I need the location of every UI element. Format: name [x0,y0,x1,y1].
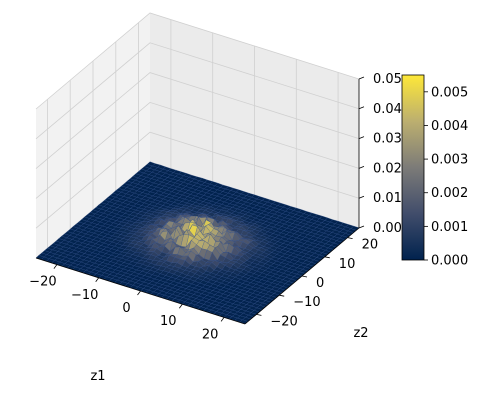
x-tick-label: −10 [71,288,98,303]
x-tick [178,303,183,309]
colorbar: 0.000 0.001 0.002 0.003 0.004 0.005 [401,74,468,269]
x-tick [220,317,225,322]
z-tick-label: 0.04 [373,102,402,117]
y-tick [279,294,285,297]
gridline-z [35,72,360,169]
z-tick [358,225,365,229]
y-tick [347,237,353,239]
y-tick-label: −10 [293,295,320,310]
x-tick-label: 0 [122,301,130,316]
z-tick-label: 0.02 [373,161,402,176]
colorbar-tick-label: 0.001 [431,220,468,235]
y-tick-label: 0 [316,276,324,291]
z-tick-label: 0.00 [373,221,402,236]
colorbar-tick-label: 0.005 [431,85,468,100]
colorbar-tick-label: 0.002 [431,186,468,201]
colorbar-gradient [401,74,425,261]
y-tick [256,314,262,316]
gridline-z [35,101,360,199]
colorbar-tick-label: 0.000 [431,254,468,269]
gridline-z [35,12,360,110]
z-tick [358,195,365,199]
x-tick [95,277,100,283]
x-tick [53,264,58,269]
y-tick-label: −20 [270,314,297,329]
z-tick-label: 0.05 [373,72,402,87]
axis-ticks: −20 −10 0 10 20 −20 −10 0 10 20 0.00 0.01 0.02 0.03 0.… [29,72,402,342]
x-axis-label: z1 [90,369,105,384]
y-tick [324,256,330,259]
y-tick [301,275,308,278]
y-axis-label: z2 [353,326,368,341]
x-tick-label: −20 [29,275,56,290]
colorbar-tick-label: 0.004 [431,119,468,134]
density-surface [35,161,360,324]
y-tick-label: 20 [362,238,379,253]
gridline-z [35,131,360,229]
z-tick-label: 0.01 [373,191,402,206]
z-tick [358,106,365,110]
x-tick-label: 10 [160,314,177,329]
z-tick [358,76,365,80]
x-tick [137,290,141,296]
z-tick-label: 0.03 [373,132,402,147]
colorbar-tick-label: 0.003 [431,153,468,168]
y-tick-label: 10 [339,257,356,272]
x-tick-label: 20 [202,327,219,342]
z-tick [358,166,365,169]
gridline-z [35,42,360,140]
z-tick [358,136,365,139]
